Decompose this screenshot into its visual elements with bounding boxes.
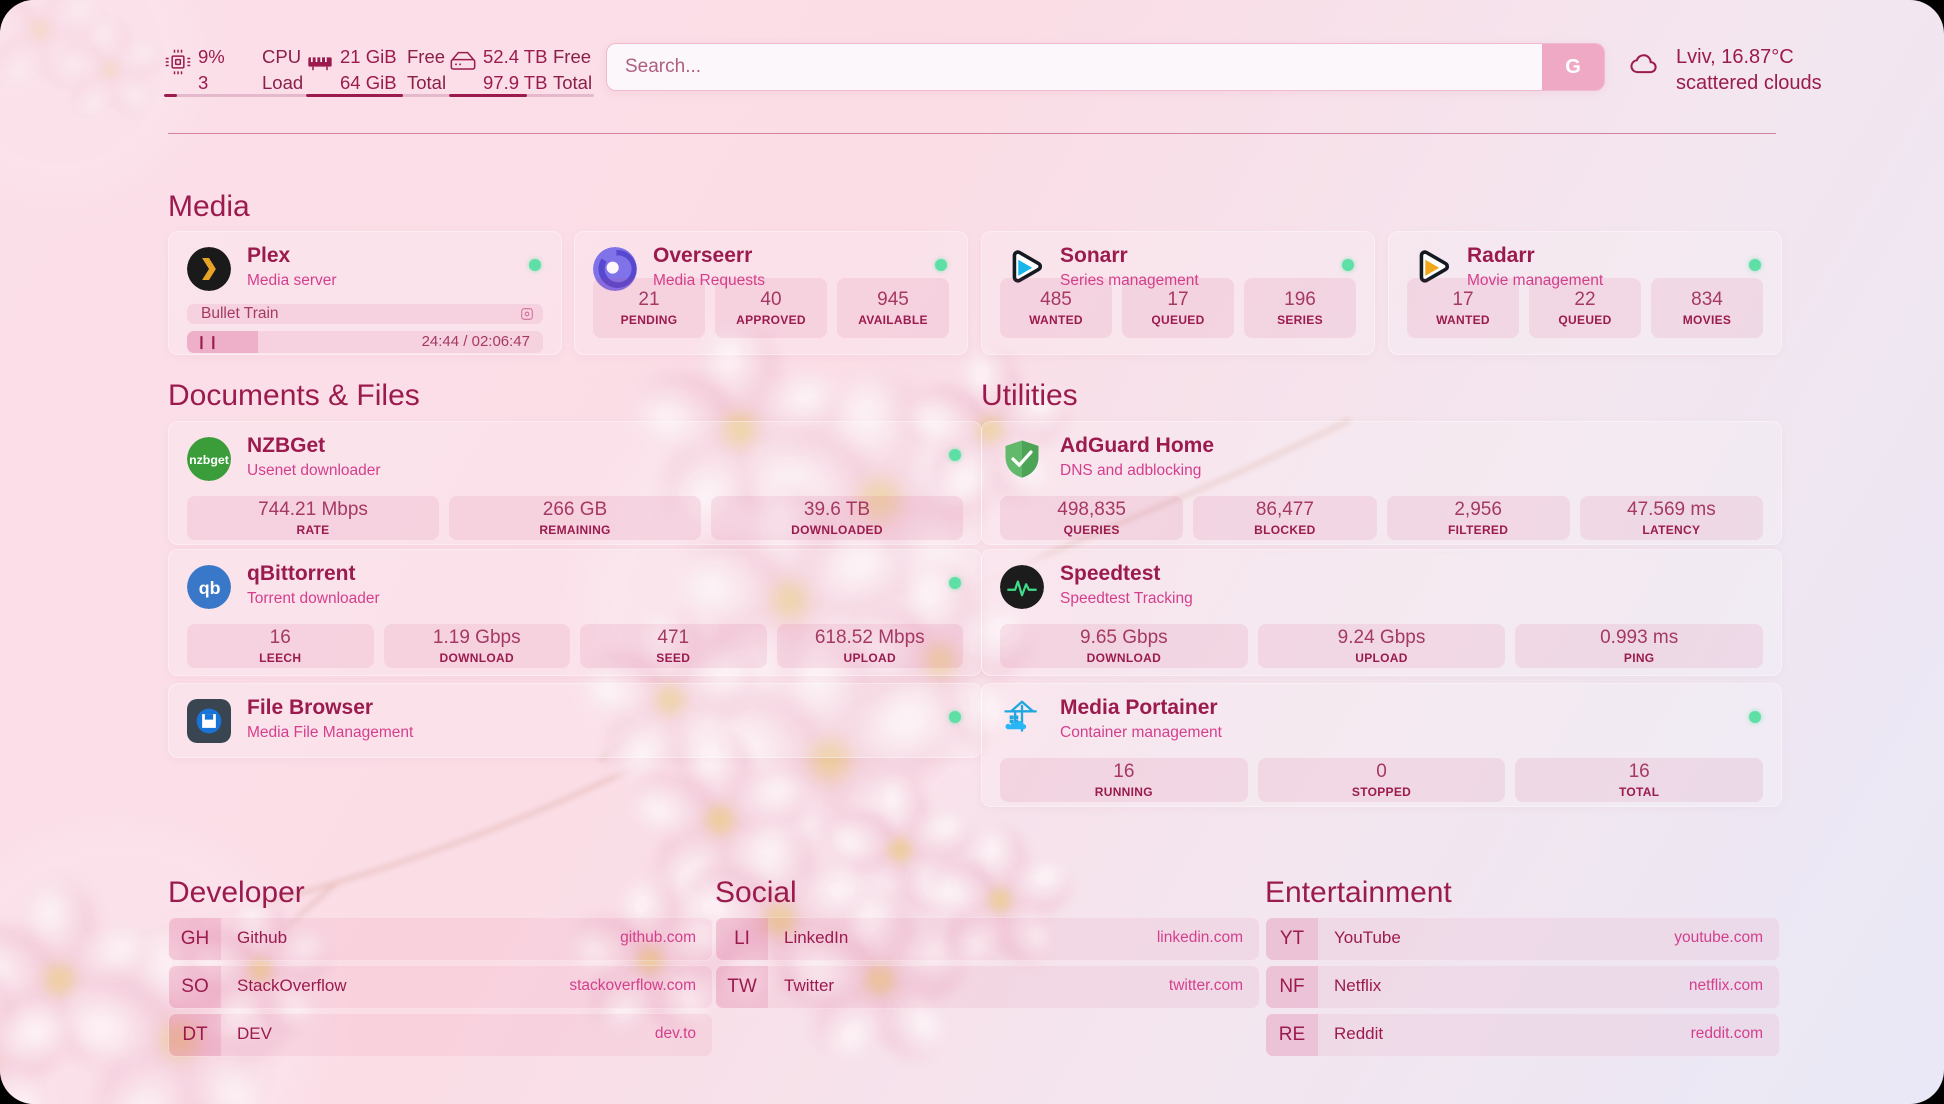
svg-text:qb: qb xyxy=(199,578,221,598)
svg-text:nzbget: nzbget xyxy=(189,453,229,467)
